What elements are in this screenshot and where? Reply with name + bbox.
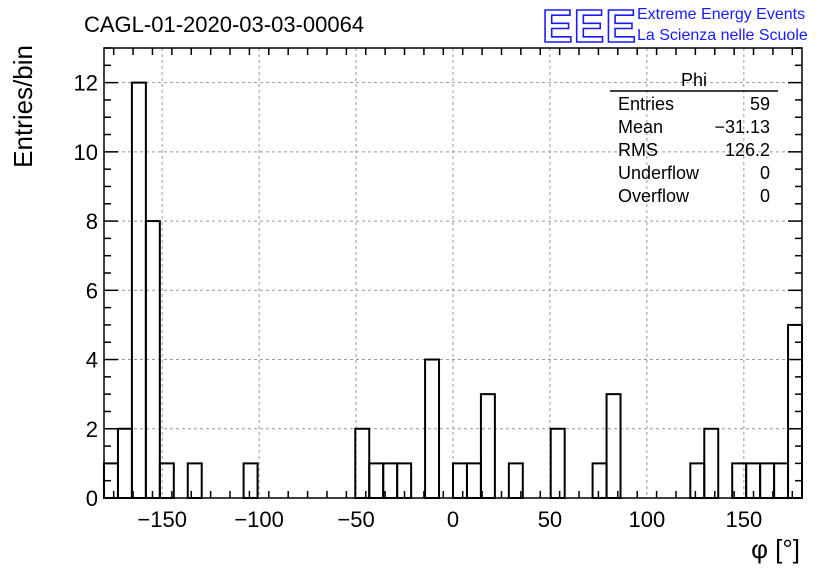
eee-logo: EEE Extreme Energy Events La Scienza nel… [541,0,808,53]
stats-value-mean: −31.13 [714,117,770,137]
y-axis-label: Entries/bin [8,45,38,168]
stats-value-entries: 59 [750,94,770,114]
stats-label-overflow: Overflow [618,186,690,206]
stats-label-rms: RMS [618,140,658,160]
y-tick-label-0: 0 [86,486,98,511]
y-tick-label-3: 6 [86,278,98,303]
histogram-bar-25 [452,462,468,499]
histogram-bar-32 [549,427,566,499]
stats-value-overflow: 0 [760,186,770,206]
x-tick-label-0: −150 [137,507,187,532]
histogram-bar-43 [703,427,720,499]
y-tick-label-5: 10 [74,140,98,165]
x-tick-label-3: 0 [447,507,459,532]
stats-rows: Entries 59 Mean −31.13 RMS 126.2 Underflow 0 Ove… [618,94,770,206]
axis-ticks [104,47,802,499]
logo-line2: La Scienza nelle Scuole [637,27,808,44]
stats-label-entries: Entries [618,94,674,114]
tick-labels: −150 −100 −50 0 50 100 150 0 2 4 6 8 10 12 [74,71,763,532]
stats-label-underflow: Underflow [618,163,700,183]
stats-value-underflow: 0 [760,163,770,183]
y-tick-label-6: 12 [74,71,98,96]
histogram-bar-27 [479,393,496,499]
histogram-bar-48 [773,462,790,499]
stats-label-mean: Mean [618,117,663,137]
histogram-bar-47 [759,462,776,499]
x-axis-label: φ [°] [751,534,800,564]
logo-line1: Extreme Energy Events [637,6,805,23]
histogram-bar-35 [591,462,608,499]
x-tick-label-1: −100 [234,507,284,532]
y-tick-label-2: 4 [86,348,98,373]
y-tick-label-4: 8 [86,209,98,234]
histogram-bar-36 [605,393,622,499]
histogram-bar-10 [242,462,259,499]
histogram-bar-42 [689,462,706,499]
stats-title: Phi [681,70,707,90]
histogram-bar-1 [116,427,133,499]
histogram-bar-18 [354,427,371,499]
logo-letters: EEE [542,0,637,52]
histogram-bar-26 [465,462,482,499]
histogram-bar-6 [186,462,203,499]
x-tick-label-5: 100 [629,507,666,532]
stats-value-rms: 126.2 [725,140,770,160]
histogram-bar-19 [368,462,385,499]
y-tick-label-1: 2 [86,417,98,442]
x-tick-label-4: 50 [538,507,562,532]
x-tick-label-2: −50 [337,507,374,532]
x-tick-label-6: 150 [725,507,762,532]
stats-box: Phi Entries 59 Mean −31.13 RMS 126.2 Underflow… [610,70,778,206]
chart-title: CAGL-01-2020-03-03-00064 [84,12,364,37]
grid-lines [104,48,802,498]
